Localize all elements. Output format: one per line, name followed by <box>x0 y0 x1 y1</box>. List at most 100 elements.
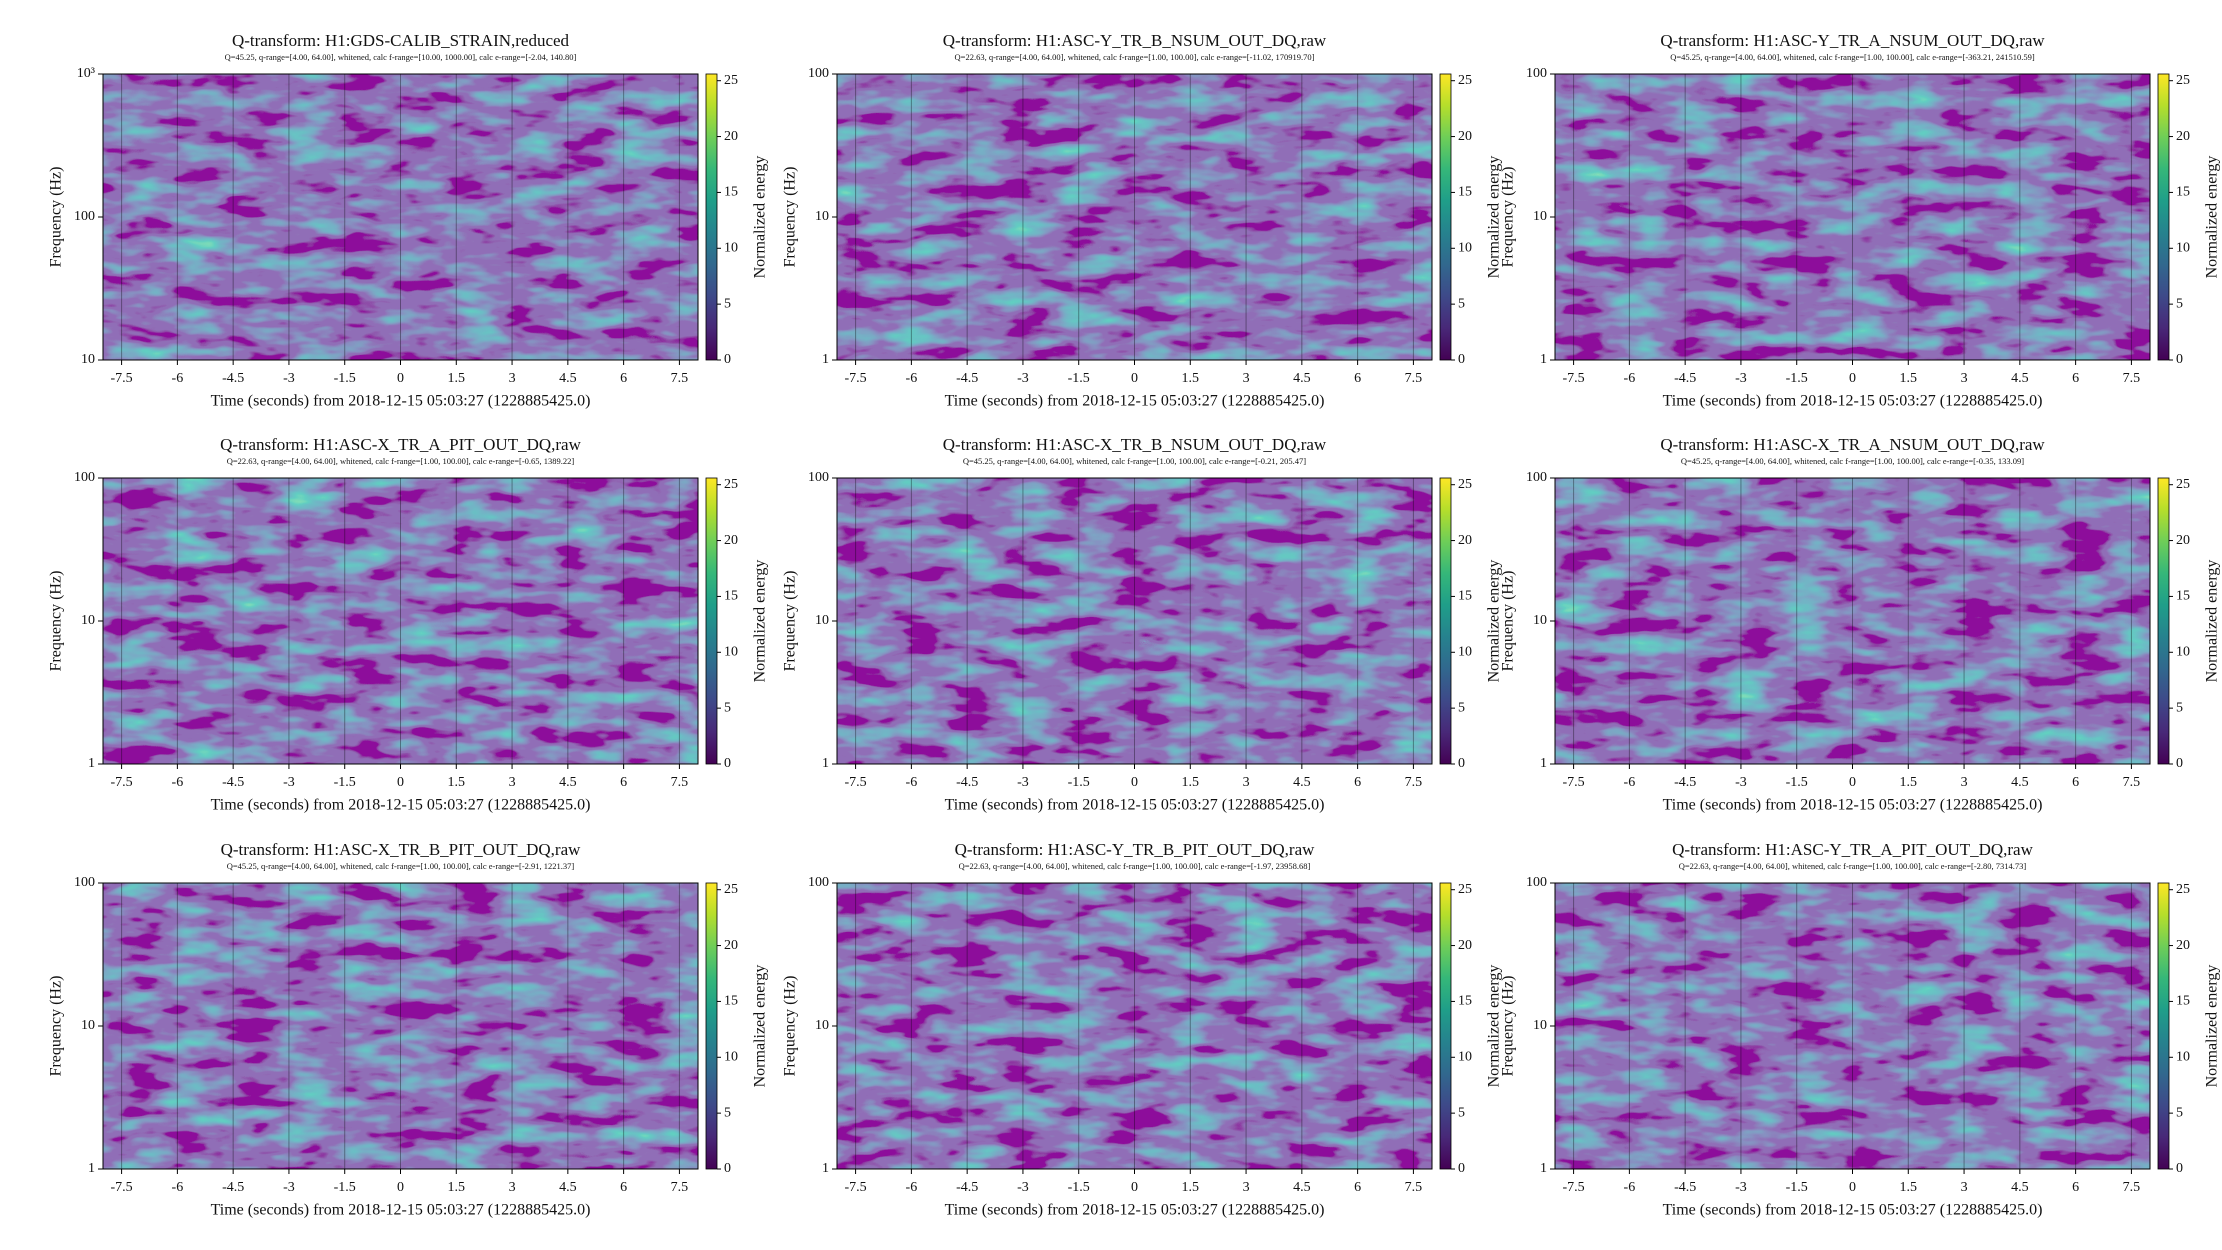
colorbar <box>705 882 718 1170</box>
spectrogram-image <box>1555 74 2150 360</box>
colorbar-tick-label: 25 <box>724 73 738 88</box>
x-tick-label: -1.5 <box>1068 775 1090 790</box>
x-tick-label: 6 <box>2072 371 2079 386</box>
x-tick-label: 7.5 <box>671 775 689 790</box>
y-tick-label: 100 <box>74 209 95 224</box>
x-tick-label: 7.5 <box>1405 371 1423 386</box>
x-tick-label: -1.5 <box>1068 1180 1090 1195</box>
colorbar-tick-label: 5 <box>1458 296 1465 311</box>
colorbar-label: Normalized energy <box>1486 560 1503 683</box>
x-tick-label: -1.5 <box>1068 371 1090 386</box>
x-tick-label: 0 <box>397 1180 404 1195</box>
x-tick-label: -1.5 <box>1786 1180 1808 1195</box>
x-tick-label: -1.5 <box>334 1180 356 1195</box>
plot-frame <box>836 477 1433 765</box>
y-tick-label: 100 <box>808 470 829 485</box>
colorbar-tick-label: 0 <box>724 352 731 367</box>
colorbar-label: Normalized energy <box>752 560 769 683</box>
y-tick-label: 1 <box>88 756 95 771</box>
y-axis-label: Frequency (Hz) <box>1500 571 1517 672</box>
x-tick-label: -7.5 <box>1563 371 1585 386</box>
x-tick-label: 3 <box>1243 1180 1250 1195</box>
x-tick-label: -7.5 <box>845 371 867 386</box>
x-tick-label: 6 <box>2072 1180 2079 1195</box>
x-tick-label: -4.5 <box>222 371 244 386</box>
x-tick-label: -6 <box>906 371 918 386</box>
x-tick-label: 7.5 <box>2123 1180 2141 1195</box>
x-tick-label: 4.5 <box>2011 775 2029 790</box>
spectrogram-image <box>837 478 1432 764</box>
colorbar-tick-label: 0 <box>2176 756 2183 771</box>
chart-subtitle: Q=22.63, q-range=[4.00, 64.00], whitened… <box>1679 861 2027 871</box>
x-tick-label: -7.5 <box>1563 775 1585 790</box>
plot-frame <box>102 882 699 1170</box>
x-tick-label: -3 <box>1735 371 1747 386</box>
y-axis-label: Frequency (Hz) <box>1500 167 1517 268</box>
panel: Q-transform: H1:ASC-Y_TR_A_PIT_OUT_DQ,ra… <box>1500 840 2221 1219</box>
colorbar-tick-label: 20 <box>724 938 738 953</box>
x-tick-label: -7.5 <box>1563 1180 1585 1195</box>
panel: Q-transform: H1:ASC-X_TR_B_NSUM_OUT_DQ,r… <box>782 435 1503 814</box>
colorbar-tick-label: 0 <box>724 756 731 771</box>
colorbar-tick-label: 25 <box>2176 882 2190 897</box>
plot-frame <box>1554 882 2151 1170</box>
x-tick-label: 1.5 <box>1182 371 1200 386</box>
x-tick-label: -3 <box>1017 775 1029 790</box>
chart-subtitle: Q=45.25, q-range=[4.00, 64.00], whitened… <box>963 456 1306 466</box>
panel: Q-transform: H1:ASC-X_TR_A_NSUM_OUT_DQ,r… <box>1500 435 2221 814</box>
colorbar <box>2157 73 2170 361</box>
colorbar-label: Normalized energy <box>2204 560 2221 683</box>
x-tick-label: -3 <box>283 1180 295 1195</box>
x-tick-label: 6 <box>620 371 627 386</box>
plot-frame <box>836 882 1433 1170</box>
spectrogram-image <box>103 478 698 764</box>
x-tick-label: 1.5 <box>1900 775 1918 790</box>
plot-frame <box>836 73 1433 361</box>
x-tick-label: 0 <box>1131 775 1138 790</box>
colorbar-tick-label: 10 <box>1458 1050 1472 1065</box>
x-tick-label: 4.5 <box>2011 371 2029 386</box>
colorbar-tick-label: 20 <box>1458 533 1472 548</box>
colorbar-tick-label: 0 <box>724 1161 731 1176</box>
colorbar-tick-label: 15 <box>2176 185 2190 200</box>
colorbar-tick-label: 0 <box>1458 1161 1465 1176</box>
x-tick-label: -7.5 <box>845 1180 867 1195</box>
y-tick-label: 100 <box>74 875 95 890</box>
spectrogram-image <box>837 74 1432 360</box>
x-tick-label: -7.5 <box>845 775 867 790</box>
colorbar-tick-label: 0 <box>1458 352 1465 367</box>
x-tick-label: -4.5 <box>222 1180 244 1195</box>
colorbar-tick-label: 10 <box>724 1050 738 1065</box>
x-axis-label: Time (seconds) from 2018-12-15 05:03:27 … <box>1663 393 2043 410</box>
x-tick-label: 0 <box>1849 775 1856 790</box>
chart-subtitle: Q=22.63, q-range=[4.00, 64.00], whitened… <box>955 52 1315 62</box>
colorbar-tick-label: 5 <box>2176 1105 2183 1120</box>
colorbar-tick-label: 15 <box>1458 589 1472 604</box>
x-tick-label: 0 <box>1131 1180 1138 1195</box>
colorbar-tick-label: 20 <box>2176 938 2190 953</box>
x-tick-label: -1.5 <box>1786 371 1808 386</box>
x-tick-label: -1.5 <box>334 775 356 790</box>
x-tick-label: 6 <box>2072 775 2079 790</box>
x-tick-label: 1.5 <box>1182 775 1200 790</box>
x-tick-label: 3 <box>509 1180 516 1195</box>
colorbar-tick-label: 5 <box>724 1105 731 1120</box>
colorbar-tick-label: 20 <box>1458 129 1472 144</box>
x-tick-label: 7.5 <box>1405 775 1423 790</box>
colorbar-tick-label: 25 <box>1458 882 1472 897</box>
colorbar-label: Normalized energy <box>2204 156 2221 279</box>
x-axis-label: Time (seconds) from 2018-12-15 05:03:27 … <box>945 1202 1325 1219</box>
x-tick-label: -7.5 <box>111 775 133 790</box>
panel: Q-transform: H1:ASC-X_TR_A_PIT_OUT_DQ,ra… <box>48 435 769 814</box>
x-tick-label: 4.5 <box>2011 1180 2029 1195</box>
y-tick-label: 100 <box>808 66 829 81</box>
x-axis-label: Time (seconds) from 2018-12-15 05:03:27 … <box>211 797 591 814</box>
x-tick-label: 4.5 <box>1293 775 1311 790</box>
spectrogram-image <box>1555 883 2150 1169</box>
x-tick-label: 3 <box>1961 775 1968 790</box>
chart-subtitle: Q=22.63, q-range=[4.00, 64.00], whitened… <box>227 456 575 466</box>
x-tick-label: -3 <box>1017 371 1029 386</box>
x-tick-label: 0 <box>1131 371 1138 386</box>
x-tick-label: -6 <box>172 1180 184 1195</box>
